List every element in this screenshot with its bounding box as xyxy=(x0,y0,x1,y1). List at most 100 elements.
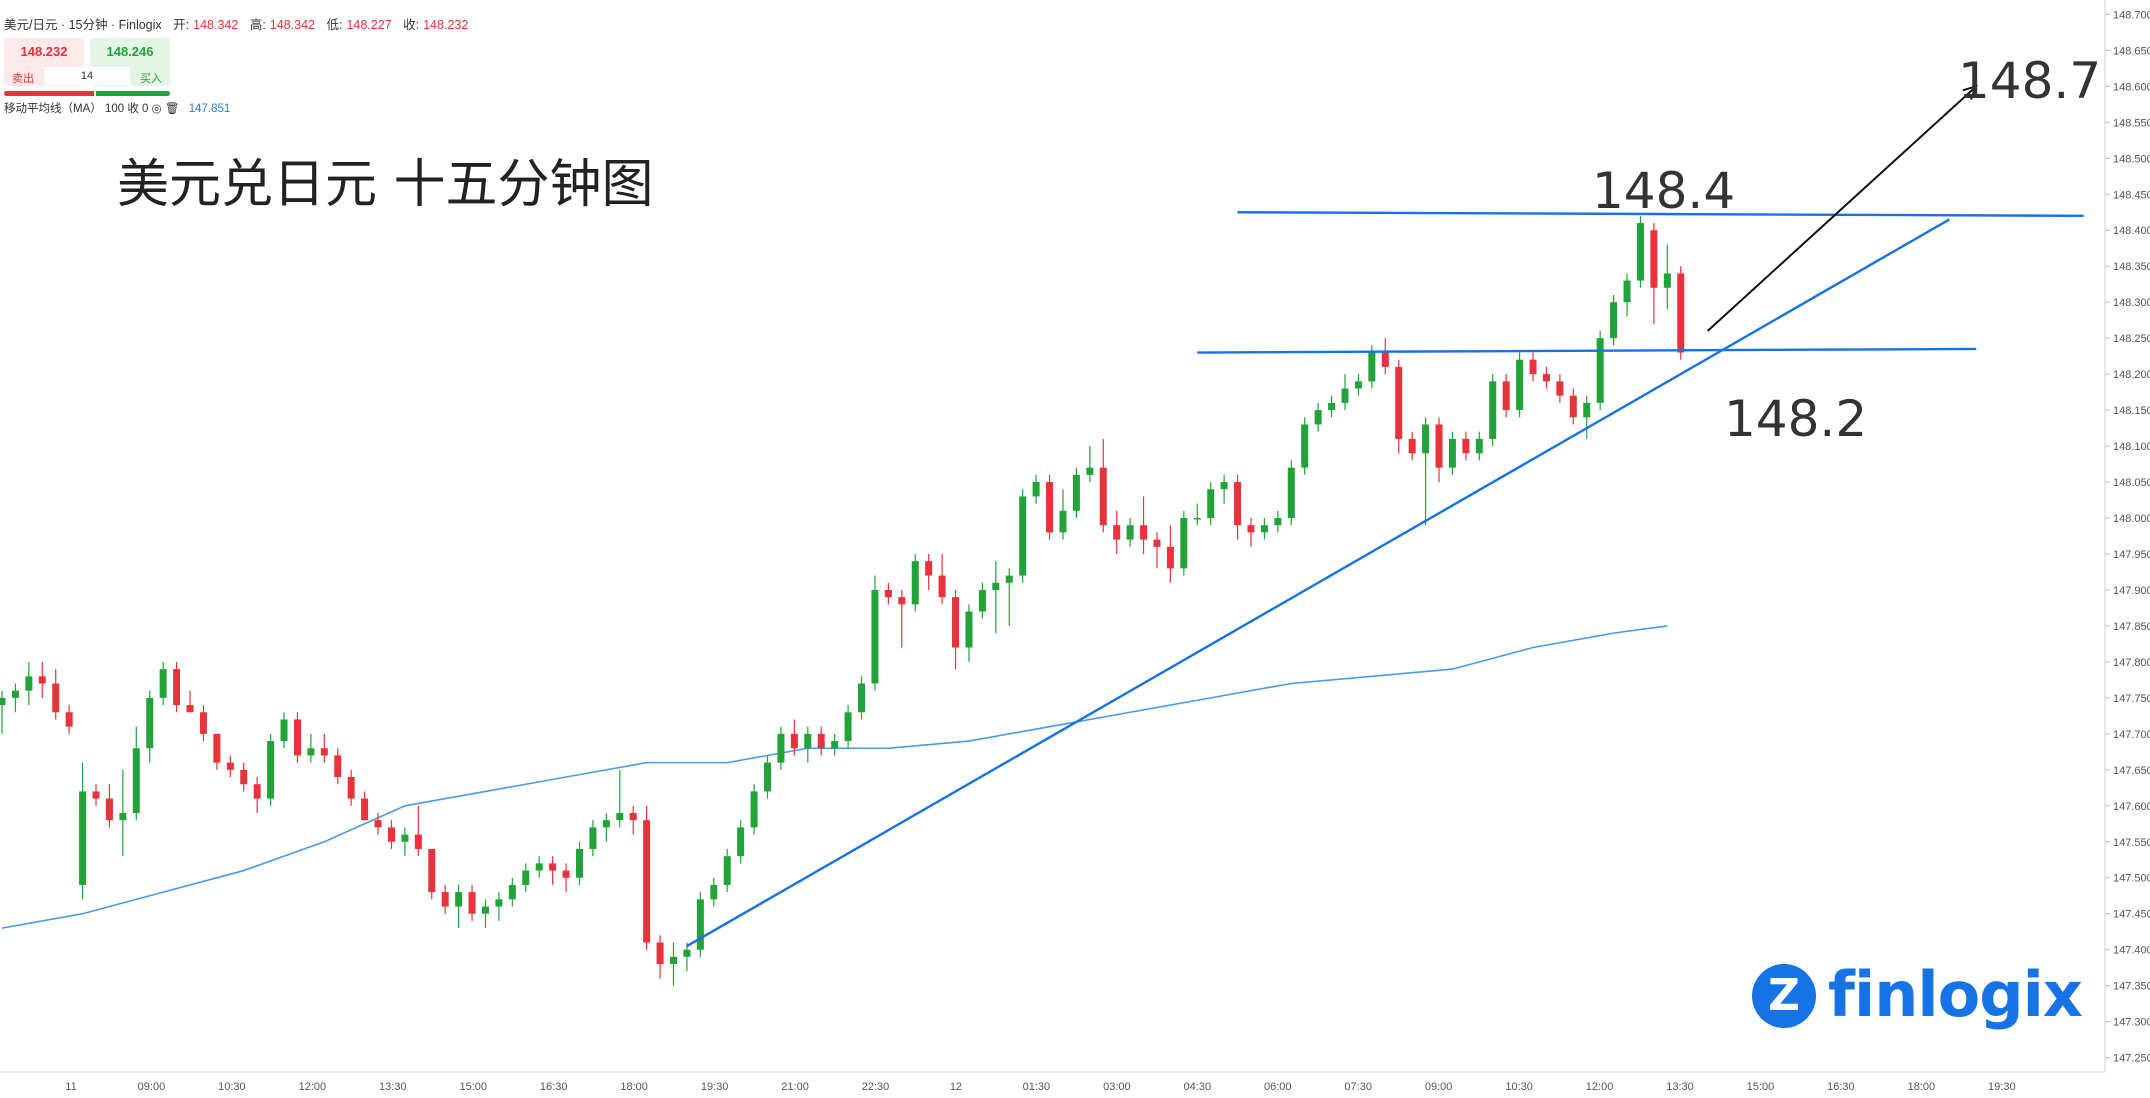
candle-body xyxy=(334,755,342,778)
candle xyxy=(858,676,866,720)
y-tick-label: 148.700 xyxy=(2113,9,2150,21)
candle xyxy=(1516,352,1524,418)
candle xyxy=(1301,417,1309,475)
candle-body xyxy=(1636,223,1644,281)
candle xyxy=(1234,474,1242,540)
candle xyxy=(361,791,369,821)
eye-icon[interactable]: ◎ xyxy=(151,103,162,115)
y-tick-label: 148.650 xyxy=(2113,45,2150,57)
candle xyxy=(629,805,637,835)
resistance-label: 148.4 xyxy=(1592,162,1736,220)
y-tick-label: 147.900 xyxy=(2113,585,2150,597)
y-tick-label: 148.050 xyxy=(2113,477,2150,489)
candle xyxy=(1623,273,1631,317)
candle xyxy=(240,762,248,792)
close-value: 148.232 xyxy=(423,18,469,32)
candle xyxy=(267,733,275,806)
candle xyxy=(293,712,301,763)
candle-body xyxy=(1341,388,1349,403)
trade-panel: 148.232 卖出 148.246 买入 14 xyxy=(4,38,170,98)
candle-body xyxy=(1301,424,1309,468)
candle xyxy=(495,892,503,921)
candle-body xyxy=(1489,381,1497,439)
candle xyxy=(119,769,127,857)
candle xyxy=(683,942,691,972)
candle xyxy=(1328,395,1336,418)
candle-body xyxy=(52,683,60,713)
candle xyxy=(1247,518,1255,547)
candle-body xyxy=(119,812,127,821)
high-label: 高: xyxy=(249,18,266,32)
candle xyxy=(92,784,100,806)
candle xyxy=(670,942,677,986)
trash-icon[interactable]: 🗑 xyxy=(164,103,180,115)
candle-body xyxy=(441,892,449,907)
candle-body xyxy=(307,748,315,756)
candle-body xyxy=(428,848,436,893)
candle-body xyxy=(1368,352,1376,382)
candle-body xyxy=(1583,402,1591,418)
buy-button[interactable]: 148.246 买入 xyxy=(90,38,170,86)
candle-body xyxy=(1140,525,1148,540)
candle-body xyxy=(589,827,597,849)
candle-body xyxy=(65,712,73,727)
candle-body xyxy=(1274,518,1282,526)
candle-body xyxy=(1193,518,1201,520)
drawn-lines xyxy=(686,84,2084,948)
candle-body xyxy=(858,683,866,713)
candle xyxy=(1408,431,1416,461)
candle xyxy=(643,805,651,950)
y-tick-label: 147.250 xyxy=(2113,1053,2150,1065)
candle-body xyxy=(240,769,248,785)
candle xyxy=(213,733,221,770)
candle xyxy=(414,805,422,857)
candle-body xyxy=(146,697,154,749)
candle-body xyxy=(764,762,772,792)
candle xyxy=(898,589,906,648)
candle-body xyxy=(1019,496,1027,576)
candle-body xyxy=(562,870,570,878)
candle xyxy=(253,777,261,813)
candle xyxy=(1610,294,1618,346)
x-tick-label: 15:00 xyxy=(459,1081,487,1093)
candle-body xyxy=(455,892,463,907)
candle xyxy=(978,582,986,619)
candle-body xyxy=(387,827,395,842)
candle-body xyxy=(575,848,583,878)
candle-body xyxy=(1610,302,1618,339)
candle xyxy=(575,841,583,885)
candle-body xyxy=(267,741,275,799)
candle xyxy=(1569,388,1577,425)
candle-body xyxy=(629,812,637,821)
x-tick-label: 12 xyxy=(950,1081,962,1093)
x-tick-label: 15:00 xyxy=(1747,1081,1775,1093)
candle-body xyxy=(884,589,892,598)
support-line[interactable] xyxy=(1197,347,1977,354)
candle-body xyxy=(535,863,543,871)
trendline-line[interactable] xyxy=(686,218,1950,948)
candle xyxy=(320,733,328,763)
resistance-line[interactable] xyxy=(1237,211,2084,218)
candle xyxy=(965,604,973,662)
candle-body xyxy=(199,712,207,734)
x-tick-label: 06:00 xyxy=(1264,1081,1292,1093)
candle xyxy=(1207,482,1215,526)
candle xyxy=(1583,395,1591,439)
x-tick-label: 09:00 xyxy=(1425,1081,1453,1093)
candle-body xyxy=(1328,402,1336,411)
candle-body xyxy=(1395,366,1403,439)
candle xyxy=(1462,431,1470,461)
candle-body xyxy=(1542,374,1550,382)
candle xyxy=(1072,467,1080,519)
candle-body xyxy=(1153,539,1161,547)
y-tick-label: 148.200 xyxy=(2113,369,2150,381)
y-tick-label: 147.750 xyxy=(2113,693,2150,705)
quantity-input[interactable]: 14 xyxy=(44,67,130,85)
target-arrow-line[interactable] xyxy=(1706,85,1977,332)
candle-body xyxy=(1207,489,1215,519)
y-tick-label: 147.700 xyxy=(2113,729,2150,741)
candle-body xyxy=(508,884,516,900)
candle-body xyxy=(92,791,100,799)
x-tick-label: 11 xyxy=(65,1081,76,1093)
